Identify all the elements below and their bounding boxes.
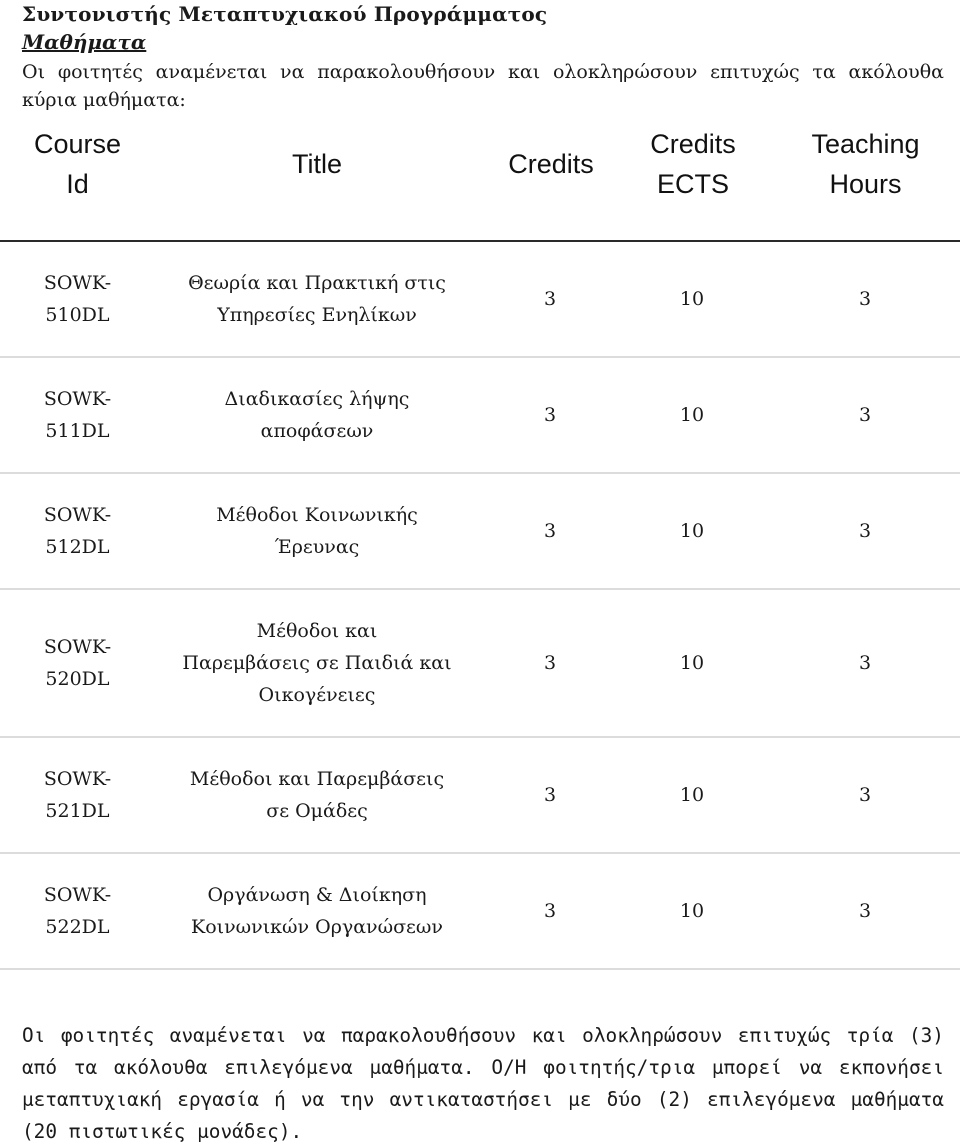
- header-course-id-line1: Course: [33, 129, 122, 159]
- course-id-line: SOWK-: [43, 272, 112, 294]
- course-title-line: αποφάσεων: [260, 420, 374, 442]
- hours-cell: 3: [858, 652, 872, 674]
- ects-cell: 10: [679, 784, 705, 806]
- ects-cell: 10: [679, 288, 705, 310]
- course-title-line: Κοινωνικών Οργανώσεων: [191, 916, 443, 938]
- table-header: Course Id Title Credits Credits ECTS Tea…: [0, 122, 960, 242]
- ects-cell: 10: [679, 652, 705, 674]
- course-id-cell: SOWK- 522DL: [0, 854, 155, 968]
- header-teaching-hours: Teaching Hours: [778, 122, 953, 242]
- course-title-line: Παρεμβάσεις σε Παιδιά και: [182, 652, 452, 674]
- course-id-line: 522DL: [45, 916, 110, 938]
- course-id-line: SOWK-: [43, 636, 112, 658]
- course-title-line: σε Ομάδες: [266, 800, 368, 822]
- course-title-line: Υπηρεσίες Ενηλίκων: [217, 304, 417, 326]
- course-title-line: Έρευνας: [274, 536, 360, 558]
- course-id-line: 510DL: [45, 304, 110, 326]
- elective-courses-paragraph: Οι φοιτητές αναμένεται να παρακολουθήσου…: [22, 1024, 944, 1143]
- credits-cell: 3: [543, 520, 557, 542]
- page-heading: Συντονιστής Μεταπτυχιακού Προγράμματος: [22, 2, 548, 26]
- header-course-id: Course Id: [0, 122, 155, 242]
- header-teaching-hours-line1: Teaching: [811, 129, 920, 159]
- intro-paragraph: Οι φοιτητές αναμένεται να παρακολουθήσου…: [22, 61, 944, 111]
- ects-cell: 10: [679, 404, 705, 426]
- credits-cell: 3: [543, 900, 557, 922]
- course-title-line: Μέθοδοι και Παρεμβάσεις: [189, 768, 445, 790]
- table-row: SOWK- 510DL Θεωρία και Πρακτική στις Υπη…: [0, 242, 960, 358]
- course-title-line: Διαδικασίες λήψης: [224, 388, 410, 410]
- course-title-cell: Θεωρία και Πρακτική στις Υπηρεσίες Ενηλί…: [162, 242, 472, 356]
- header-credits-line1: Credits: [508, 149, 594, 179]
- header-credits-ects: Credits ECTS: [618, 122, 768, 242]
- course-title-cell: Διαδικασίες λήψης αποφάσεων: [162, 358, 472, 472]
- header-course-id-line2: Id: [66, 169, 89, 199]
- course-title-line: Οικογένειες: [258, 684, 376, 706]
- table-row: SOWK- 520DL Μέθοδοι και Παρεμβάσεις σε Π…: [0, 590, 960, 738]
- course-id-cell: SOWK- 510DL: [0, 242, 155, 356]
- hours-cell: 3: [858, 288, 872, 310]
- course-title-line: Οργάνωση & Διοίκηση: [207, 884, 427, 906]
- credits-cell: 3: [543, 404, 557, 426]
- ects-cell: 10: [679, 520, 705, 542]
- header-title: Title: [162, 122, 472, 262]
- course-title-cell: Μέθοδοι Κοινωνικής Έρευνας: [162, 474, 472, 588]
- hours-cell: 3: [858, 900, 872, 922]
- course-id-line: 512DL: [45, 536, 110, 558]
- course-id-line: SOWK-: [43, 504, 112, 526]
- ects-cell: 10: [679, 900, 705, 922]
- course-id-line: SOWK-: [43, 768, 112, 790]
- section-subheading: Μαθήματα: [22, 30, 147, 54]
- table-row: SOWK- 512DL Μέθοδοι Κοινωνικής Έρευνας 3…: [0, 474, 960, 590]
- course-title-line: Μέθοδοι και: [256, 620, 378, 642]
- course-id-line: 520DL: [45, 668, 110, 690]
- credits-cell: 3: [543, 784, 557, 806]
- course-id-cell: SOWK- 512DL: [0, 474, 155, 588]
- course-id-line: 521DL: [45, 800, 110, 822]
- courses-table: Course Id Title Credits Credits ECTS Tea…: [0, 122, 960, 970]
- hours-cell: 3: [858, 784, 872, 806]
- table-row: SOWK- 521DL Μέθοδοι και Παρεμβάσεις σε Ο…: [0, 738, 960, 854]
- header-credits-ects-line1: Credits: [650, 129, 736, 159]
- course-title-cell: Οργάνωση & Διοίκηση Κοινωνικών Οργανώσεω…: [162, 854, 472, 968]
- header-title-line1: Title: [291, 149, 342, 179]
- course-id-cell: SOWK- 521DL: [0, 738, 155, 852]
- hours-cell: 3: [858, 404, 872, 426]
- course-id-line: 511DL: [45, 420, 110, 442]
- header-credits: Credits: [476, 122, 626, 262]
- table-row: SOWK- 511DL Διαδικασίες λήψης αποφάσεων …: [0, 358, 960, 474]
- course-id-line: SOWK-: [43, 884, 112, 906]
- table-row: SOWK- 522DL Οργάνωση & Διοίκηση Κοινωνικ…: [0, 854, 960, 970]
- credits-cell: 3: [543, 652, 557, 674]
- course-id-cell: SOWK- 511DL: [0, 358, 155, 472]
- course-title-line: Θεωρία και Πρακτική στις: [188, 272, 446, 294]
- hours-cell: 3: [858, 520, 872, 542]
- course-id-cell: SOWK- 520DL: [0, 590, 155, 736]
- course-title-line: Μέθοδοι Κοινωνικής: [216, 504, 418, 526]
- course-title-cell: Μέθοδοι και Παρεμβάσεις σε Παιδιά και Οι…: [162, 590, 472, 736]
- credits-cell: 3: [543, 288, 557, 310]
- course-id-line: SOWK-: [43, 388, 112, 410]
- header-teaching-hours-line2: Hours: [829, 169, 902, 199]
- header-credits-ects-line2: ECTS: [656, 169, 729, 199]
- course-title-cell: Μέθοδοι και Παρεμβάσεις σε Ομάδες: [162, 738, 472, 852]
